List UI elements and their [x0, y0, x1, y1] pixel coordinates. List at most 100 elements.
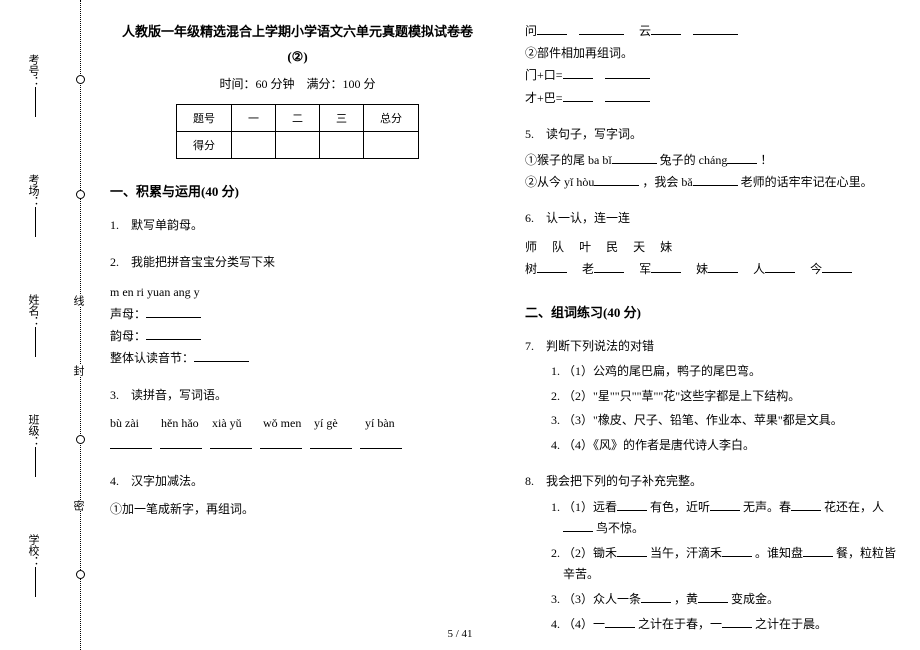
score-header: 一	[232, 105, 276, 132]
char: 叶	[579, 240, 591, 254]
exam-title-line1: 人教版一年级精选混合上学期小学语文六单元真题模拟试卷卷	[110, 20, 485, 45]
label-number: 考号：	[27, 54, 39, 87]
char: 人	[753, 262, 765, 276]
page-number: 5 / 41	[0, 628, 920, 640]
pinyin: hěn hǎo	[161, 412, 209, 434]
question-2-line-b: 韵母：	[110, 325, 485, 347]
text: 花还在，人	[824, 500, 884, 514]
pinyin: yí bàn	[365, 412, 413, 434]
text: 兔子的 cháng	[660, 153, 728, 167]
pinyin: xià yǔ	[212, 412, 260, 434]
score-row-label: 得分	[177, 132, 232, 159]
question-4-line-c: 才+巴=	[525, 87, 900, 109]
binding-dot	[76, 190, 85, 199]
question-3-blanks	[110, 434, 485, 456]
page-content: 人教版一年级精选混合上学期小学语文六单元真题模拟试卷卷 (②) 时间：60 分钟…	[110, 20, 900, 649]
field-name: 姓名：	[25, 294, 41, 357]
question-2: 2. 我能把拼音宝宝分类写下来 m en ri yuan ang y 声母： 韵…	[110, 251, 485, 370]
text: ，黄	[674, 592, 698, 606]
text: ①猴子的尾 ba bǐ	[525, 153, 612, 167]
label: 声母：	[110, 307, 146, 321]
char: 师	[525, 240, 537, 254]
label-name: 姓名：	[27, 294, 39, 327]
score-header: 二	[276, 105, 320, 132]
left-column: 人教版一年级精选混合上学期小学语文六单元真题模拟试卷卷 (②) 时间：60 分钟…	[110, 20, 485, 649]
label: 门+口=	[525, 68, 563, 82]
char: 云	[639, 24, 651, 38]
text: （1）远看	[563, 500, 617, 514]
score-cell	[232, 132, 276, 159]
char: 队	[552, 240, 564, 254]
question-3-pinyin: bù zài hěn hǎo xià yǔ wǒ men yí gè yí bà…	[110, 412, 485, 434]
question-8: 8. 我会把下列的句子补充完整。 （1）远看 有色，近听 无声。春 花还在，人 …	[525, 470, 900, 635]
question-4-sub2: ②部件相加再组词。	[525, 42, 900, 64]
binding-dot	[76, 75, 85, 84]
binding-dot	[76, 570, 85, 579]
question-4-cont: 问 云 ②部件相加再组词。 门+口= 才+巴=	[525, 20, 900, 109]
text: ，我会 bǎ	[642, 175, 692, 189]
char: 问	[525, 24, 537, 38]
score-table: 题号 一 二 三 总分 得分	[176, 104, 419, 159]
binding-seal-char: 封	[70, 365, 86, 376]
label-school: 学校：	[27, 534, 39, 567]
text: ②从今 yǐ hòu	[525, 175, 594, 189]
char: 今	[810, 262, 822, 276]
exam-title-line2: (②)	[110, 45, 485, 70]
question-5-line2: ②从今 yǐ hòu ，我会 bǎ 老师的话牢牢记在心里。	[525, 171, 900, 193]
field-school: 学校：	[25, 534, 41, 597]
score-header: 题号	[177, 105, 232, 132]
label-class: 班级：	[27, 414, 39, 447]
binding-dotted-line	[80, 0, 81, 650]
char: 民	[606, 240, 618, 254]
field-room: 考场：	[25, 174, 41, 237]
text: 变成金。	[731, 592, 779, 606]
question-3-stem: 3. 读拼音，写词语。	[110, 384, 485, 406]
list-item: （3）众人一条 ，黄 变成金。	[563, 589, 900, 611]
char: 军	[639, 262, 651, 276]
right-column: 问 云 ②部件相加再组词。 门+口= 才+巴= 5. 读句子，写字词。 ①猴子的…	[525, 20, 900, 649]
field-class: 班级：	[25, 414, 41, 477]
pinyin: yí gè	[314, 412, 362, 434]
text: ！	[760, 153, 772, 167]
score-cell	[276, 132, 320, 159]
score-header: 总分	[364, 105, 419, 132]
question-2-line-a: 声母：	[110, 303, 485, 325]
question-6-row2: 树 老 军 妹 人 今	[525, 258, 900, 280]
text: 鸟不惊。	[596, 521, 644, 535]
score-cell	[364, 132, 419, 159]
question-3: 3. 读拼音，写词语。 bù zài hěn hǎo xià yǔ wǒ men…	[110, 384, 485, 457]
section-2-heading: 二、组词练习(40 分)	[525, 302, 900, 321]
question-5-stem: 5. 读句子，写字词。	[525, 123, 900, 145]
char: 树	[525, 262, 537, 276]
question-2-line-c: 整体认读音节：	[110, 347, 485, 369]
text: 老师的话牢牢记在心里。	[741, 175, 873, 189]
list-item: （2）"星""只""草""花"这些字都是上下结构。	[563, 386, 900, 408]
question-8-stem: 8. 我会把下列的句子补充完整。	[525, 470, 900, 492]
binding-dot	[76, 435, 85, 444]
binding-seal-char: 线	[70, 295, 86, 306]
score-header: 三	[320, 105, 364, 132]
pinyin: wǒ men	[263, 412, 311, 434]
question-6-row1: 师 队 叶 民 天 妹	[525, 236, 900, 258]
exam-subtitle: 时间：60 分钟 满分：100 分	[110, 75, 485, 92]
question-1: 1. 默写单韵母。	[110, 214, 485, 236]
section-1-heading: 一、积累与运用(40 分)	[110, 181, 485, 200]
text: 无声。春	[743, 500, 791, 514]
binding-labels: 学校： 班级： 姓名： 考场： 考号：	[25, 25, 41, 625]
question-4: 4. 汉字加减法。 ①加一笔成新字，再组词。	[110, 470, 485, 520]
question-7-list: （1）公鸡的尾巴扁，鸭子的尾巴弯。 （2）"星""只""草""花"这些字都是上下…	[563, 361, 900, 456]
list-item: （3）"橡皮、尺子、铅笔、作业本、苹果"都是文具。	[563, 410, 900, 432]
question-7: 7. 判断下列说法的对错 （1）公鸡的尾巴扁，鸭子的尾巴弯。 （2）"星""只"…	[525, 335, 900, 457]
question-2-letters: m en ri yuan ang y	[110, 281, 485, 303]
label: 才+巴=	[525, 91, 563, 105]
binding-seal-char: 密	[70, 500, 86, 511]
label: 韵母：	[110, 329, 146, 343]
question-8-list: （1）远看 有色，近听 无声。春 花还在，人 鸟不惊。 （2）锄禾 当午，汗滴禾…	[563, 497, 900, 636]
pinyin: bù zài	[110, 412, 158, 434]
question-7-stem: 7. 判断下列说法的对错	[525, 335, 900, 357]
text: 。谁知盘	[755, 546, 803, 560]
char: 妹	[696, 262, 708, 276]
list-item: （4）《风》的作者是唐代诗人李白。	[563, 435, 900, 457]
char: 老	[582, 262, 594, 276]
question-6-stem: 6. 认一认，连一连	[525, 207, 900, 229]
